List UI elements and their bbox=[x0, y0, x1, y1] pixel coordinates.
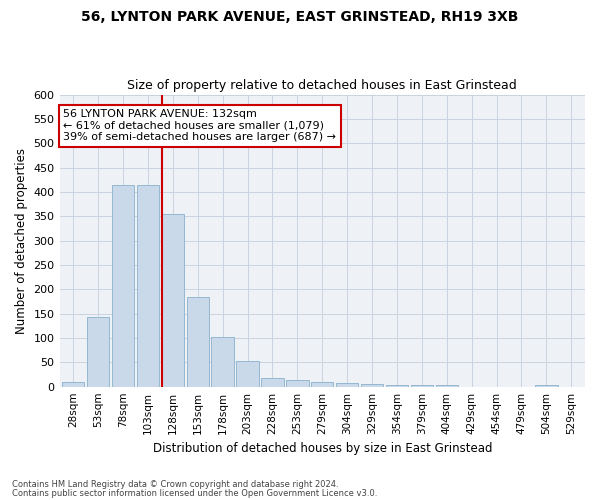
Bar bbox=[386, 384, 408, 386]
Title: Size of property relative to detached houses in East Grinstead: Size of property relative to detached ho… bbox=[127, 79, 517, 92]
Bar bbox=[112, 184, 134, 386]
Text: Contains public sector information licensed under the Open Government Licence v3: Contains public sector information licen… bbox=[12, 490, 377, 498]
Text: 56, LYNTON PARK AVENUE, EAST GRINSTEAD, RH19 3XB: 56, LYNTON PARK AVENUE, EAST GRINSTEAD, … bbox=[82, 10, 518, 24]
Bar bbox=[410, 384, 433, 386]
Bar bbox=[336, 383, 358, 386]
X-axis label: Distribution of detached houses by size in East Grinstead: Distribution of detached houses by size … bbox=[152, 442, 492, 455]
Bar bbox=[436, 385, 458, 386]
Bar bbox=[187, 296, 209, 386]
Bar bbox=[87, 316, 109, 386]
Bar bbox=[137, 184, 159, 386]
Bar bbox=[236, 361, 259, 386]
Bar bbox=[311, 382, 334, 386]
Bar bbox=[261, 378, 284, 386]
Bar bbox=[361, 384, 383, 386]
Y-axis label: Number of detached properties: Number of detached properties bbox=[15, 148, 28, 334]
Text: 56 LYNTON PARK AVENUE: 132sqm
← 61% of detached houses are smaller (1,079)
39% o: 56 LYNTON PARK AVENUE: 132sqm ← 61% of d… bbox=[63, 109, 336, 142]
Bar bbox=[211, 337, 234, 386]
Bar bbox=[535, 384, 557, 386]
Text: Contains HM Land Registry data © Crown copyright and database right 2024.: Contains HM Land Registry data © Crown c… bbox=[12, 480, 338, 489]
Bar bbox=[62, 382, 85, 386]
Bar bbox=[286, 380, 308, 386]
Bar bbox=[161, 214, 184, 386]
